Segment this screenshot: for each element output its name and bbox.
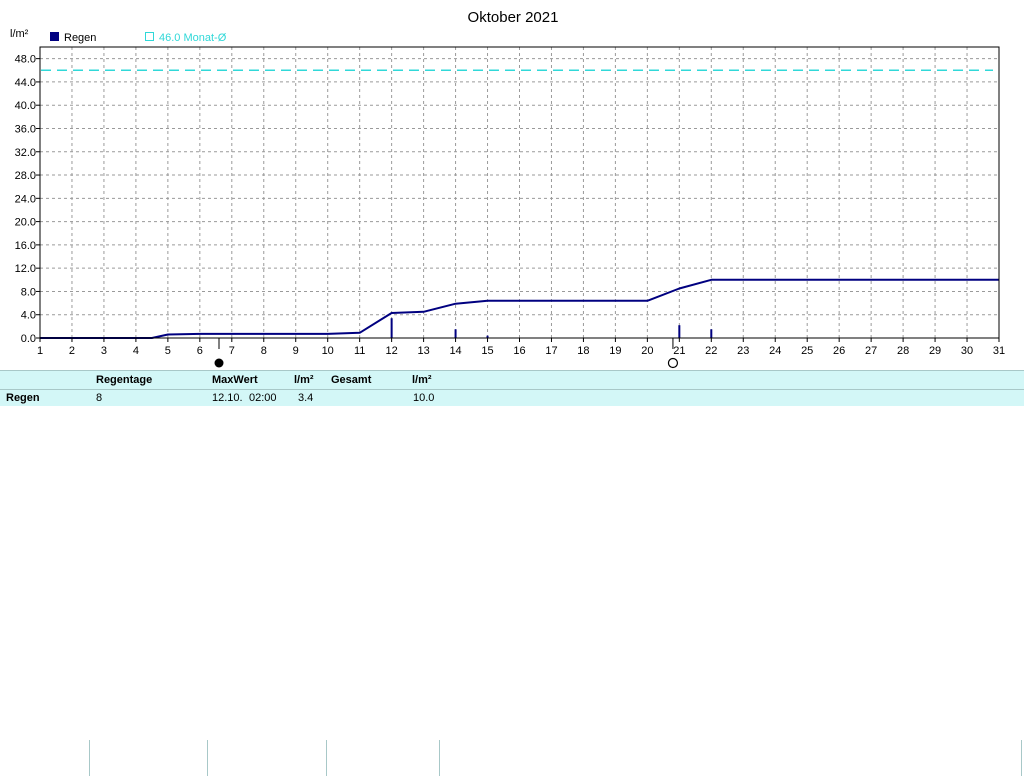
new-moon-icon <box>214 358 224 368</box>
daily-bars-layer <box>390 318 713 338</box>
grid-lines <box>40 47 999 338</box>
x-tick-label: 29 <box>929 345 941 357</box>
x-tick-label: 1 <box>37 345 43 357</box>
gesamt-value: 10.0 <box>413 392 435 404</box>
y-tick-label: 32.0 <box>15 147 36 159</box>
stats-row-label: Regen <box>6 392 40 404</box>
x-tick-label: 27 <box>865 345 877 357</box>
regentage-header: Regentage <box>96 374 153 386</box>
x-tick-label: 19 <box>609 345 621 357</box>
x-tick-label: 10 <box>322 345 334 357</box>
y-tick-label: 20.0 <box>15 217 36 229</box>
maxwert-value: 3.4 <box>298 392 314 404</box>
y-tick-label: 8.0 <box>21 286 36 298</box>
rain-chart: Oktober 2021 l/m² Regen 46.0 Monat-Ø 0.0… <box>10 9 1005 369</box>
maxwert-unit: l/m² <box>294 374 314 386</box>
x-tick-label: 24 <box>769 345 781 357</box>
x-tick-label: 30 <box>961 345 973 357</box>
y-axis-unit-label: l/m² <box>10 28 29 40</box>
maxwert-header: MaxWert <box>212 374 258 386</box>
x-tick-label: 26 <box>833 345 845 357</box>
x-tick-label: 28 <box>897 345 909 357</box>
cumulative-line-layer <box>40 278 999 339</box>
x-tick-label: 5 <box>165 345 171 357</box>
stats-divider <box>1021 740 1022 776</box>
x-tick-label: 22 <box>705 345 717 357</box>
chart-title: Oktober 2021 <box>468 9 559 26</box>
gesamt-unit: l/m² <box>412 374 432 386</box>
x-tick-label: 11 <box>354 345 365 357</box>
y-tick-label: 0.0 <box>21 333 36 345</box>
maxwert-date: 12.10. <box>212 392 243 404</box>
stats-divider <box>439 740 440 776</box>
stats-top-border <box>0 370 1024 371</box>
x-tick-label: 16 <box>513 345 525 357</box>
y-tick-label: 48.0 <box>15 54 36 66</box>
legend-label-monthly-average: 46.0 Monat-Ø <box>159 32 227 44</box>
y-tick-label: 44.0 <box>15 77 36 89</box>
x-tick-label: 9 <box>293 345 299 357</box>
gesamt-header: Gesamt <box>331 374 372 386</box>
full-moon-icon <box>667 357 679 369</box>
x-tick-label: 6 <box>197 345 203 357</box>
x-tick-label: 20 <box>641 345 653 357</box>
statistics-panel: Regen Regentage 8 MaxWert l/m² 12.10. 02… <box>0 370 1024 776</box>
x-axis-ticks: 1 2 3 4 5 6 7 8 9 10 11 12 13 14 15 16 17 18 19 20 21 22 23 24 2… <box>37 338 1005 357</box>
x-tick-label: 14 <box>449 345 461 357</box>
x-tick-label: 2 <box>69 345 75 357</box>
maxwert-time: 02:00 <box>249 392 277 404</box>
y-axis-ticks: 0.0 4.0 8.0 12.0 16.0 20.0 24.0 28.0 32.0 36.0 40.… <box>15 54 40 345</box>
x-tick-label: 13 <box>417 345 429 357</box>
x-tick-label: 18 <box>577 345 589 357</box>
legend-swatch-monthly-average <box>145 32 154 41</box>
x-tick-label: 3 <box>101 345 107 357</box>
x-tick-label: 7 <box>229 345 235 357</box>
x-tick-label: 17 <box>545 345 557 357</box>
x-tick-label: 15 <box>481 345 493 357</box>
y-tick-label: 40.0 <box>15 100 36 112</box>
x-tick-label: 21 <box>673 345 685 357</box>
stats-divider <box>207 740 208 776</box>
stats-divider <box>89 740 90 776</box>
cumulative-rain-line <box>40 278 999 339</box>
legend-swatch-regen <box>50 32 59 41</box>
x-tick-label: 8 <box>261 345 267 357</box>
legend-label-regen: Regen <box>64 32 96 44</box>
x-tick-label: 25 <box>801 345 813 357</box>
y-tick-label: 24.0 <box>15 193 36 205</box>
y-tick-label: 12.0 <box>15 263 36 275</box>
y-tick-label: 28.0 <box>15 170 36 182</box>
y-tick-label: 4.0 <box>21 310 36 322</box>
x-tick-label: 31 <box>993 345 1005 357</box>
y-tick-label: 36.0 <box>15 123 36 135</box>
x-tick-label: 23 <box>737 345 749 357</box>
stats-divider <box>326 740 327 776</box>
x-tick-label: 4 <box>133 345 139 357</box>
x-tick-label: 12 <box>386 345 398 357</box>
y-tick-label: 16.0 <box>15 240 36 252</box>
moon-phase-markers <box>214 338 679 369</box>
regentage-value: 8 <box>96 392 103 404</box>
stats-row-divider <box>0 389 1024 390</box>
